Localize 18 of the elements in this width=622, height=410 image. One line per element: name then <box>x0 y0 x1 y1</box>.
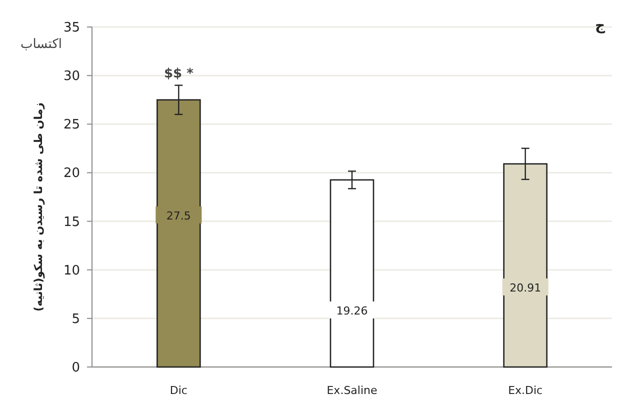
y-tick-label: 20 <box>63 166 80 182</box>
y-tick-label: 30 <box>63 69 80 84</box>
y-tick-label: 25 <box>63 118 80 133</box>
annotation: $$ * <box>164 66 194 82</box>
y-axis-title: زمان طی شده تا رسیدن به سکو(ثانیه) <box>32 102 45 312</box>
text: اکتساب <box>20 37 62 52</box>
y-tick-label: 10 <box>63 263 80 278</box>
x-tick-label: Ex.Dic <box>508 384 543 397</box>
x-tick-label: Dic <box>170 384 188 397</box>
y-tick-label: 35 <box>63 20 80 36</box>
data-label: 19.26 <box>336 304 368 318</box>
data-label: 20.91 <box>510 281 542 294</box>
y-tick-label: 0 <box>72 360 80 376</box>
x-tick-label: Ex.Saline <box>326 384 378 397</box>
data-label: 27.5 <box>166 209 191 222</box>
y-tick-label: 15 <box>63 214 80 230</box>
y-tick-label: 5 <box>72 312 80 327</box>
annotation: ج <box>594 18 606 34</box>
